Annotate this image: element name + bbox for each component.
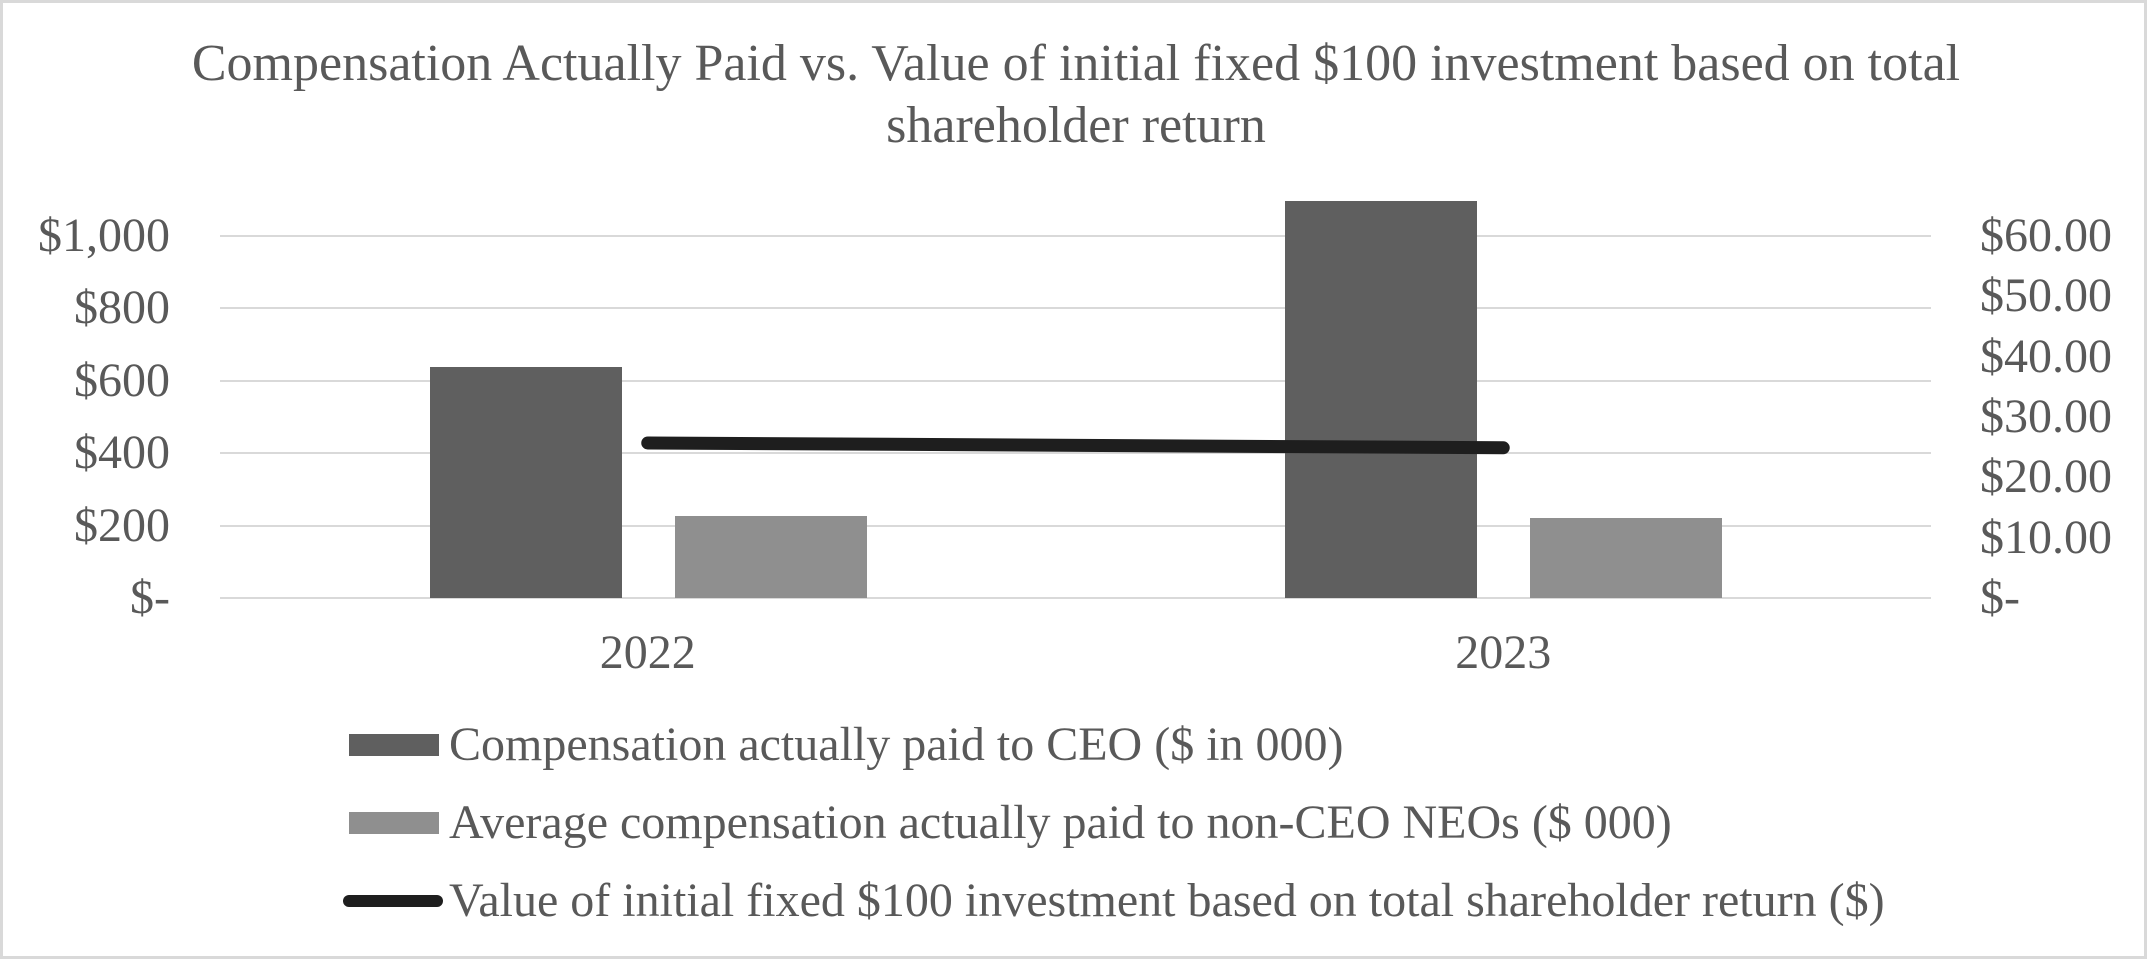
gridline (220, 524, 1931, 527)
legend-row: Compensation actually paid to CEO ($ in … (343, 717, 1344, 773)
legend-swatch-box (343, 734, 449, 756)
right-axis-tick: $10.00 (1980, 510, 2112, 564)
legend-line-swatch (343, 895, 443, 907)
gridline (220, 379, 1931, 382)
chart-title: Compensation Actually Paid vs. Value of … (191, 35, 1961, 154)
category-label-2023: 2023 (1455, 626, 1552, 679)
left-axis-tick: $- (130, 571, 170, 624)
right-axis-tick: $40.00 (1980, 329, 2112, 383)
left-axis-tick: $800 (74, 281, 170, 335)
legend-row: Value of initial fixed $100 investment b… (343, 873, 1885, 929)
left-axis-tick: $600 (74, 353, 170, 407)
legend-bar-swatch (349, 812, 439, 834)
left-axis-tick: $400 (74, 426, 170, 480)
gridline (220, 597, 1931, 599)
bar-2022 (429, 367, 622, 598)
left-axis-tick: $200 (74, 498, 170, 552)
right-axis-tick: $50.00 (1980, 269, 2112, 323)
legend-label: Average compensation actually paid to no… (449, 796, 1672, 849)
right-axis-tick: $- (1980, 571, 2020, 624)
right-axis-tick: $60.00 (1980, 209, 2112, 262)
legend-label: Compensation actually paid to CEO ($ in … (449, 718, 1344, 771)
gridline (220, 307, 1931, 310)
right-axis-tick: $20.00 (1980, 450, 2112, 504)
legend-swatch-box (343, 812, 449, 834)
gridline (220, 235, 1931, 237)
left-axis-tick: $1,000 (38, 209, 170, 262)
category-label-2022: 2022 (599, 626, 696, 679)
legend-bar-swatch (349, 734, 439, 756)
right-axis-tick: $30.00 (1980, 390, 2112, 443)
bar-2023 (1530, 517, 1723, 598)
legend-swatch-box (343, 895, 449, 907)
legend-row: Average compensation actually paid to no… (343, 795, 1672, 851)
legend-label: Value of initial fixed $100 investment b… (449, 874, 1885, 927)
bar-2023 (1285, 200, 1478, 598)
bar-2022 (674, 515, 867, 598)
